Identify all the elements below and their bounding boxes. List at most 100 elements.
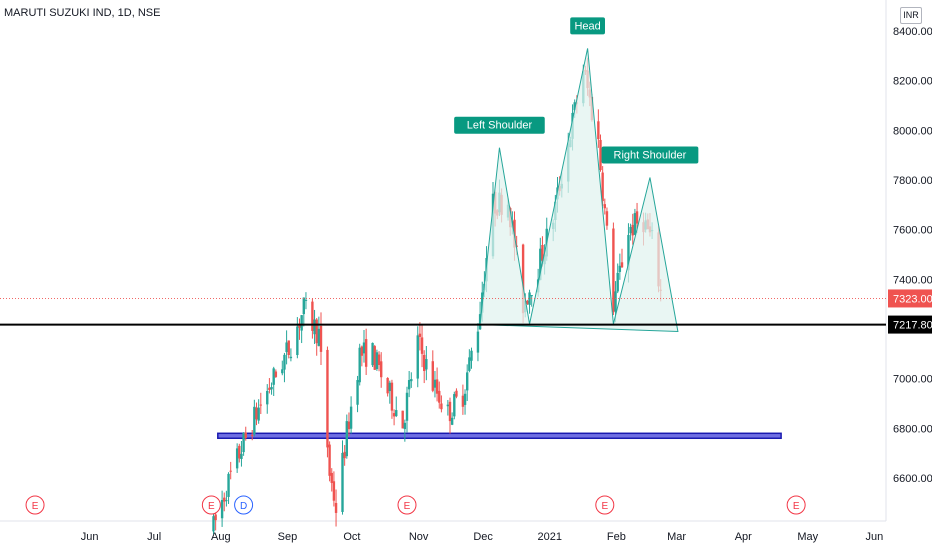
candle-body <box>633 213 637 235</box>
x-tick-label: 2021 <box>538 531 562 543</box>
candle-body <box>334 502 338 513</box>
last-price-tag-text: 7323.00 <box>893 293 932 305</box>
candle <box>356 375 359 413</box>
price-axis[interactable]: 8400.00 8200.00 8000.00 7800.00 7600.00 7400.… <box>888 26 932 485</box>
earnings-marker: E <box>595 495 615 515</box>
candle <box>360 345 364 367</box>
candle-body <box>296 326 299 356</box>
symbol-title: MARUTI SUZUKI IND, 1D, NSE <box>4 7 161 19</box>
candle <box>212 512 215 535</box>
candle-body <box>364 339 368 367</box>
candle <box>388 380 391 404</box>
last-price-tag-bg <box>888 289 932 308</box>
candle-body <box>244 432 247 439</box>
candle-body <box>521 244 525 314</box>
candle-body <box>605 211 609 226</box>
candle <box>371 342 374 367</box>
candle-body <box>283 354 286 370</box>
candle-body <box>373 346 376 370</box>
candle <box>281 360 284 376</box>
candle <box>631 213 634 245</box>
candle <box>530 295 533 307</box>
candle <box>317 316 321 347</box>
candle <box>470 347 473 369</box>
candle <box>528 289 531 314</box>
candle <box>242 432 245 456</box>
candle <box>298 318 301 340</box>
candle-body <box>616 272 619 292</box>
candle-body <box>326 349 329 448</box>
candle-body <box>285 342 288 352</box>
candle <box>257 399 260 424</box>
candle-body <box>302 297 305 315</box>
x-tick-label: Jul <box>147 531 161 543</box>
candle-body <box>526 300 529 304</box>
candle <box>266 384 269 414</box>
candle <box>433 371 437 398</box>
candle <box>296 317 299 359</box>
earnings-marker: E <box>397 495 417 515</box>
candle-body <box>281 369 284 374</box>
candle-body <box>386 378 389 394</box>
candle <box>418 322 422 351</box>
candle-body <box>272 368 275 385</box>
candle <box>438 381 441 409</box>
x-tick-label: Jun <box>866 531 884 543</box>
candle-body <box>403 422 407 430</box>
earnings-marker: E <box>25 495 45 515</box>
candle-body <box>435 379 439 394</box>
candle <box>448 397 452 434</box>
candle-body <box>635 211 639 224</box>
time-axis[interactable]: Jun Jul Aug Sep Oct Nov Dec 2021 Feb Mar Apr May Jun <box>81 531 884 543</box>
pattern-label: Head <box>570 17 605 35</box>
x-tick-label: Feb <box>607 531 626 543</box>
candle <box>255 402 258 426</box>
candle-body <box>360 346 364 356</box>
candle <box>244 426 247 441</box>
currency-button[interactable]: INR <box>900 7 922 24</box>
candle-body <box>220 500 224 519</box>
candle-body <box>257 407 260 421</box>
event-marker-circle <box>25 495 45 515</box>
candle-body <box>392 413 396 417</box>
event-marker-circle <box>786 495 806 515</box>
x-tick-label: Aug <box>211 531 231 543</box>
candle-body <box>259 404 262 406</box>
candle-body <box>603 204 606 209</box>
candle <box>326 346 329 458</box>
candle <box>423 350 426 384</box>
candle-body <box>255 407 258 420</box>
candle <box>405 386 409 433</box>
pattern-label-text: Right Shoulder <box>614 150 687 162</box>
candle <box>416 326 419 388</box>
candle <box>455 388 458 399</box>
candle <box>605 207 609 230</box>
candle-body <box>317 328 321 346</box>
candle-body <box>298 323 301 328</box>
candle-body <box>356 380 359 405</box>
candle-body <box>362 342 366 354</box>
earnings-marker: E <box>786 495 806 515</box>
candle-body <box>423 354 426 372</box>
candle <box>450 412 454 426</box>
candle <box>386 377 389 397</box>
candle-body <box>541 244 544 261</box>
y-tick-label: 8400.00 <box>893 26 932 38</box>
candle <box>407 370 411 398</box>
candle-body <box>253 406 256 435</box>
candle <box>425 345 428 381</box>
x-tick-label: Nov <box>409 531 429 543</box>
candle <box>633 208 637 236</box>
candle <box>225 490 228 507</box>
event-marker-label: E <box>793 501 800 512</box>
candle-body <box>461 395 465 407</box>
candle <box>375 349 379 371</box>
y-tick-label: 7000.00 <box>893 374 932 386</box>
candle-body <box>476 331 480 353</box>
candle-body <box>287 340 290 356</box>
candle <box>251 429 254 441</box>
candle-body <box>289 356 293 359</box>
candle-body <box>358 347 361 383</box>
event-marker-circle <box>397 495 417 515</box>
